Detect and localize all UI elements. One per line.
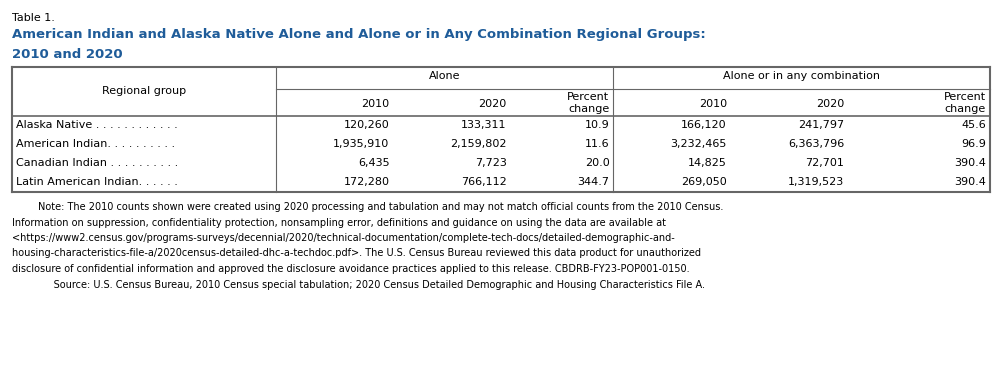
Text: 2,159,802: 2,159,802 bbox=[450, 139, 507, 149]
Text: 269,050: 269,050 bbox=[681, 177, 727, 187]
Text: Percent
change: Percent change bbox=[944, 92, 986, 114]
Text: Regional group: Regional group bbox=[102, 87, 186, 96]
Text: Information on suppression, confidentiality protection, nonsampling error, defin: Information on suppression, confidential… bbox=[12, 217, 666, 228]
Text: Canadian Indian . . . . . . . . . .: Canadian Indian . . . . . . . . . . bbox=[16, 158, 178, 168]
Text: Source: U.S. Census Bureau, 2010 Census special tabulation; 2020 Census Detailed: Source: U.S. Census Bureau, 2010 Census … bbox=[38, 279, 705, 290]
Text: 96.9: 96.9 bbox=[961, 139, 986, 149]
Text: housing-characteristics-file-a/2020census-detailed-dhc-a-techdoc.pdf>. The U.S. : housing-characteristics-file-a/2020censu… bbox=[12, 248, 701, 259]
Text: 241,797: 241,797 bbox=[798, 120, 844, 130]
Text: 45.6: 45.6 bbox=[961, 120, 986, 130]
Text: 766,112: 766,112 bbox=[461, 177, 507, 187]
Text: 2010 and 2020: 2010 and 2020 bbox=[12, 48, 123, 61]
Text: <https://www2.census.gov/programs-surveys/decennial/2020/technical-documentation: <https://www2.census.gov/programs-survey… bbox=[12, 233, 675, 243]
Text: 2010: 2010 bbox=[361, 99, 389, 109]
Text: 390.4: 390.4 bbox=[954, 177, 986, 187]
Text: Note: The 2010 counts shown were created using 2020 processing and tabulation an: Note: The 2010 counts shown were created… bbox=[38, 202, 723, 212]
Text: Alaska Native . . . . . . . . . . . .: Alaska Native . . . . . . . . . . . . bbox=[16, 120, 178, 130]
Text: Alone or in any combination: Alone or in any combination bbox=[723, 71, 880, 81]
Text: 72,701: 72,701 bbox=[805, 158, 844, 168]
Text: 133,311: 133,311 bbox=[461, 120, 507, 130]
Text: 6,435: 6,435 bbox=[358, 158, 389, 168]
Text: 1,935,910: 1,935,910 bbox=[333, 139, 389, 149]
Text: 10.9: 10.9 bbox=[585, 120, 609, 130]
Text: 6,363,796: 6,363,796 bbox=[788, 139, 844, 149]
Text: 2020: 2020 bbox=[816, 99, 844, 109]
Text: American Indian. . . . . . . . . .: American Indian. . . . . . . . . . bbox=[16, 139, 175, 149]
Text: 120,260: 120,260 bbox=[344, 120, 389, 130]
Text: 11.6: 11.6 bbox=[585, 139, 609, 149]
Text: disclosure of confidential information and approved the disclosure avoidance pra: disclosure of confidential information a… bbox=[12, 264, 690, 274]
Text: 14,825: 14,825 bbox=[688, 158, 727, 168]
Text: 344.7: 344.7 bbox=[577, 177, 609, 187]
Text: Percent
change: Percent change bbox=[567, 92, 609, 114]
Text: 7,723: 7,723 bbox=[475, 158, 507, 168]
Text: Alone: Alone bbox=[429, 71, 461, 81]
Text: 2020: 2020 bbox=[479, 99, 507, 109]
Text: American Indian and Alaska Native Alone and Alone or in Any Combination Regional: American Indian and Alaska Native Alone … bbox=[12, 28, 706, 41]
Text: 20.0: 20.0 bbox=[585, 158, 609, 168]
Text: 2010: 2010 bbox=[699, 99, 727, 109]
Text: 1,319,523: 1,319,523 bbox=[788, 177, 844, 187]
Text: 390.4: 390.4 bbox=[954, 158, 986, 168]
Text: 172,280: 172,280 bbox=[343, 177, 389, 187]
Text: Table 1.: Table 1. bbox=[12, 13, 55, 23]
Text: Latin American Indian. . . . . .: Latin American Indian. . . . . . bbox=[16, 177, 178, 187]
Text: 166,120: 166,120 bbox=[681, 120, 727, 130]
Text: 3,232,465: 3,232,465 bbox=[670, 139, 727, 149]
